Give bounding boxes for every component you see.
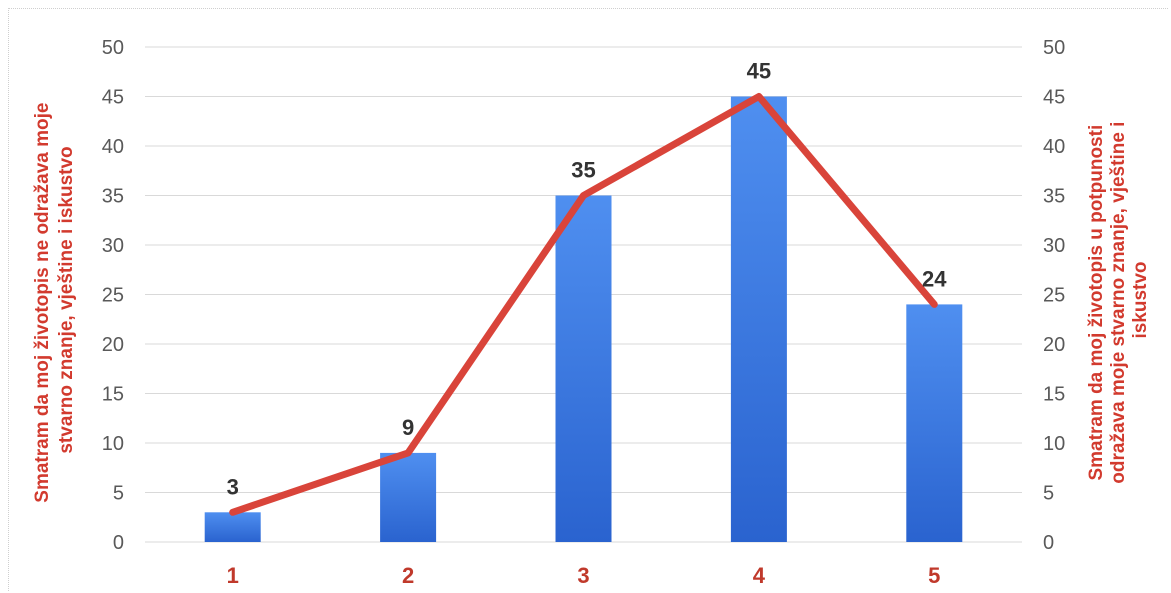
bar — [380, 452, 437, 542]
x-category-label: 4 — [753, 563, 766, 588]
chart-frame — [8, 8, 1168, 591]
y-right-tick-label: 50 — [1043, 37, 1065, 59]
y-axis-left-ticks: 0 5 10 15 20 25 30 35 40 45 50 — [102, 37, 124, 554]
data-label: 45 — [747, 59, 771, 84]
data-label: 9 — [402, 415, 414, 440]
data-label: 3 — [227, 474, 239, 499]
y-right-tick-label: 5 — [1043, 483, 1054, 505]
bar — [204, 512, 261, 542]
y-axis-left-title: Smatram da moj životopis ne odražava moj… — [32, 97, 77, 502]
data-label: 24 — [922, 266, 947, 291]
bar — [730, 96, 787, 542]
x-category-label: 1 — [227, 563, 239, 588]
y-right-tick-label: 35 — [1043, 186, 1065, 208]
line-series — [229, 93, 938, 516]
y-right-tick-label: 40 — [1043, 136, 1065, 158]
x-category-label: 3 — [577, 563, 589, 588]
y-axis-right-ticks: 0 5 10 15 20 25 30 35 40 45 50 — [1043, 37, 1065, 554]
data-label: 35 — [571, 158, 595, 183]
y-axis-left-title-line-2: stvarno znanje, vještine i iskustvo — [56, 146, 77, 453]
y-left-tick-label: 0 — [113, 532, 124, 554]
y-left-tick-label: 35 — [102, 186, 124, 208]
y-left-tick-label: 20 — [102, 334, 124, 356]
y-axis-right-title-line-1: Smatram da moj životopis u potpunosti — [1086, 125, 1107, 481]
y-left-tick-label: 25 — [102, 285, 124, 307]
x-axis-categories: 1 2 3 4 5 — [227, 563, 941, 588]
y-left-tick-label: 40 — [102, 136, 124, 158]
line-point — [932, 302, 937, 307]
line-point — [230, 510, 235, 515]
y-right-tick-label: 45 — [1043, 87, 1065, 109]
y-left-tick-label: 30 — [102, 235, 124, 257]
y-left-tick-label: 15 — [102, 384, 124, 406]
bar-series — [204, 96, 963, 542]
y-left-tick-label: 50 — [102, 37, 124, 59]
y-left-tick-label: 45 — [102, 87, 124, 109]
y-right-tick-label: 15 — [1043, 384, 1065, 406]
y-axis-right-title: Smatram da moj životopis u potpunosti od… — [1086, 116, 1151, 483]
x-category-label: 2 — [402, 563, 414, 588]
bar — [906, 304, 963, 542]
y-axis-right-title-line-2: odražava moje stvarno znanje, vještine i — [1108, 122, 1129, 484]
y-left-tick-label: 5 — [113, 483, 124, 505]
y-axis-right-title-line-3: iskustvo — [1130, 261, 1151, 338]
y-right-tick-label: 10 — [1043, 433, 1065, 455]
data-labels: 3 9 35 45 24 — [227, 59, 948, 500]
y-right-tick-label: 30 — [1043, 235, 1065, 257]
line-point — [756, 94, 761, 99]
x-category-label: 5 — [928, 563, 940, 588]
y-axis-left-title-line-1: Smatram da moj životopis ne odražava moj… — [32, 103, 53, 503]
y-right-tick-label: 20 — [1043, 334, 1065, 356]
line-point — [581, 193, 586, 198]
y-right-tick-label: 25 — [1043, 285, 1065, 307]
y-right-tick-label: 0 — [1043, 532, 1054, 554]
bar — [555, 195, 612, 542]
y-left-tick-label: 10 — [102, 433, 124, 455]
line-point — [406, 450, 411, 455]
